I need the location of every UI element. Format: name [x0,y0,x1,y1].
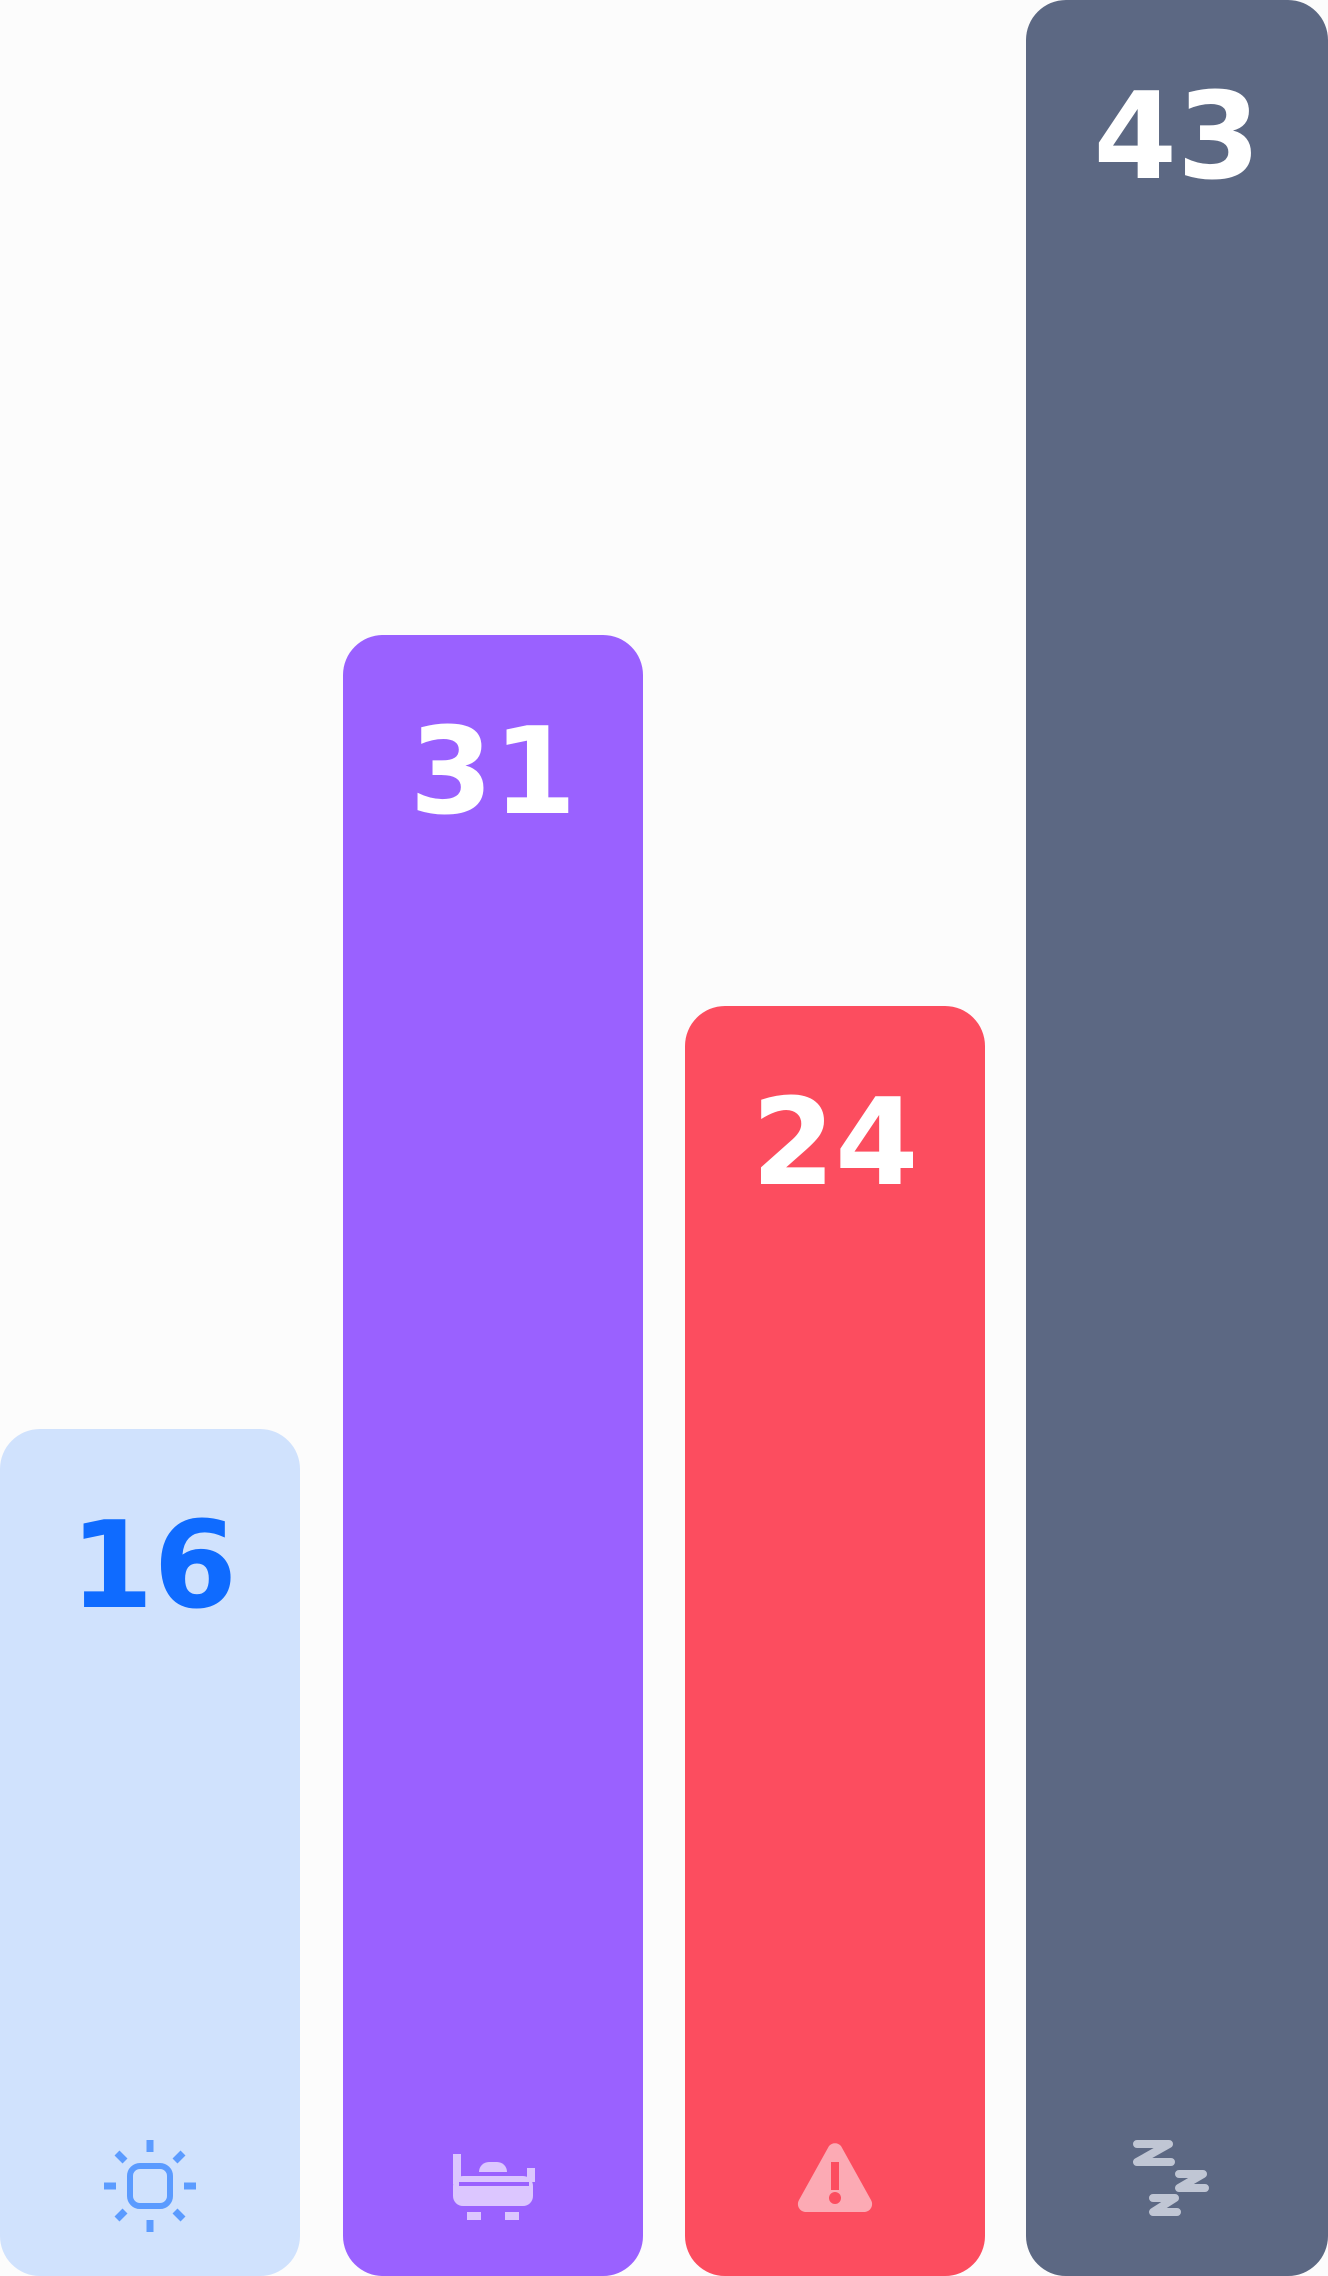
bar-value-label: 43 [1093,68,1261,207]
bar-alert: 24 [685,1006,985,2276]
bar-value-label: 31 [409,703,577,842]
bar-sleep: 43 [1026,0,1328,2276]
sleep-zzz-icon [1133,2140,1209,2216]
bar-sun: 16 [0,1429,300,2276]
warning-icon [797,2143,873,2212]
bathtub-icon [453,2154,535,2220]
sun-icon [104,2140,196,2232]
bar-value-label: 16 [70,1497,237,1636]
bar-bath: 31 [343,635,643,2276]
bar-value-label: 24 [751,1074,919,1213]
